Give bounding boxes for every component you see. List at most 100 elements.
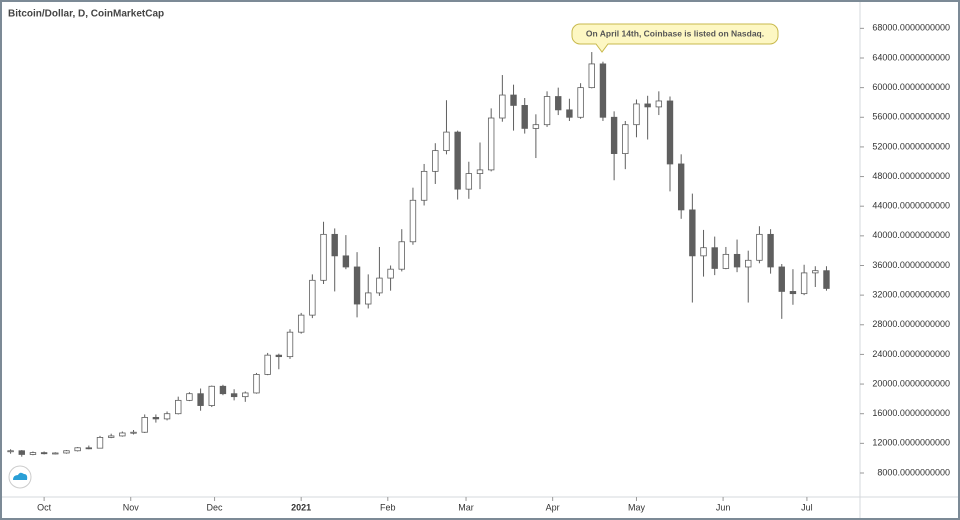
- y-tick-label: 16000.0000000000: [872, 408, 950, 418]
- candle-body: [644, 103, 651, 108]
- y-tick-label: 24000.0000000000: [872, 349, 950, 359]
- logo: [8, 465, 32, 489]
- candle-body: [163, 413, 171, 420]
- y-tick-label: 48000.0000000000: [872, 171, 950, 181]
- x-tick-label: Jun: [716, 502, 731, 512]
- y-tick-label: 64000.0000000000: [872, 52, 950, 62]
- candle-body: [286, 331, 294, 358]
- candle-body: [622, 124, 629, 154]
- x-tick-label: May: [628, 502, 646, 512]
- y-tick-label: 8000.0000000000: [877, 467, 950, 477]
- candle-body: [141, 417, 148, 433]
- candle-body: [253, 374, 260, 394]
- y-tick-label: 40000.0000000000: [872, 230, 950, 240]
- candle-body: [18, 450, 25, 455]
- candle-body: [800, 272, 808, 295]
- y-tick-label: 52000.0000000000: [872, 141, 950, 151]
- y-tick-label: 56000.0000000000: [872, 112, 950, 122]
- candle-body: [96, 437, 104, 449]
- y-tick-label: 36000.0000000000: [872, 260, 950, 270]
- candle-body: [52, 452, 59, 455]
- candle-body: [398, 241, 405, 270]
- candle-body: [745, 259, 752, 268]
- candle-body: [353, 266, 361, 305]
- candle-body: [275, 354, 283, 358]
- candle-body: [588, 63, 595, 89]
- candle-body: [700, 247, 707, 257]
- candle-body: [63, 450, 70, 454]
- candle-body: [365, 292, 372, 305]
- candle-body: [476, 169, 484, 174]
- candle-body: [119, 432, 126, 437]
- candle-body: [789, 291, 797, 295]
- x-tick-label: Feb: [380, 502, 396, 512]
- candle-body: [756, 233, 763, 261]
- y-tick-label: 60000.0000000000: [872, 82, 950, 92]
- candle-body: [543, 96, 551, 126]
- candle-body: [152, 417, 160, 420]
- candle-body: [175, 399, 182, 415]
- candle-body: [264, 354, 271, 375]
- candle-body: [29, 452, 37, 455]
- candle-body: [297, 314, 305, 333]
- candle-body: [230, 393, 238, 398]
- candle-body: [599, 63, 607, 118]
- candle-body: [130, 431, 137, 434]
- candle-body: [331, 233, 338, 257]
- candle-body: [532, 124, 540, 129]
- candle-body: [666, 100, 674, 165]
- candle-body: [566, 109, 573, 118]
- candle-body: [655, 100, 663, 108]
- candle-body: [208, 385, 215, 406]
- candle-body: [577, 87, 584, 118]
- candle-body: [487, 117, 495, 171]
- candle-body: [409, 199, 417, 243]
- x-tick-label: Dec: [207, 502, 224, 512]
- candle-body: [499, 94, 506, 119]
- candle-body: [376, 277, 383, 294]
- chart-title: Bitcoin/Dollar, D, CoinMarketCap: [8, 9, 164, 20]
- candle-body: [767, 233, 774, 268]
- candle-body: [521, 105, 528, 129]
- candle-body: [677, 163, 685, 211]
- candle-body: [812, 270, 819, 274]
- candle-body: [443, 131, 450, 152]
- x-tick-label: Apr: [546, 502, 560, 512]
- y-tick-label: 32000.0000000000: [872, 290, 950, 300]
- x-tick-label: Oct: [37, 502, 52, 512]
- candle-body: [342, 255, 350, 268]
- candle-body: [465, 173, 473, 190]
- candle-body: [320, 233, 327, 281]
- candle-body: [689, 209, 696, 257]
- candle-body: [823, 270, 830, 289]
- y-tick-label: 20000.0000000000: [872, 378, 950, 388]
- candle-body: [74, 447, 81, 452]
- candle-body: [387, 268, 394, 279]
- x-tick-label: 2021: [291, 502, 311, 512]
- candle-body: [7, 450, 14, 453]
- y-tick-label: 68000.0000000000: [872, 23, 950, 33]
- candle-body: [711, 247, 718, 269]
- candle-body: [85, 447, 93, 450]
- y-tick-label: 44000.0000000000: [872, 201, 950, 211]
- x-tick-label: Mar: [458, 502, 474, 512]
- candle-body: [197, 393, 204, 406]
- candle-body: [107, 435, 115, 438]
- x-tick-label: Jul: [801, 502, 813, 512]
- candle-body: [510, 94, 517, 106]
- y-tick-label: 12000.0000000000: [872, 438, 950, 448]
- candle-body: [432, 150, 439, 172]
- candle-body: [610, 116, 618, 154]
- annotation: On April 14th, Coinbase is listed on Nas…: [571, 23, 779, 53]
- annotation-text: On April 14th, Coinbase is listed on Nas…: [586, 28, 764, 38]
- candle-body: [633, 103, 640, 126]
- x-tick-label: Nov: [123, 502, 140, 512]
- candle-body: [309, 279, 316, 316]
- candle-body: [722, 253, 730, 269]
- candle-body: [420, 170, 428, 201]
- candle-body: [555, 96, 562, 111]
- candle-body: [778, 266, 785, 292]
- candle-body: [733, 253, 741, 268]
